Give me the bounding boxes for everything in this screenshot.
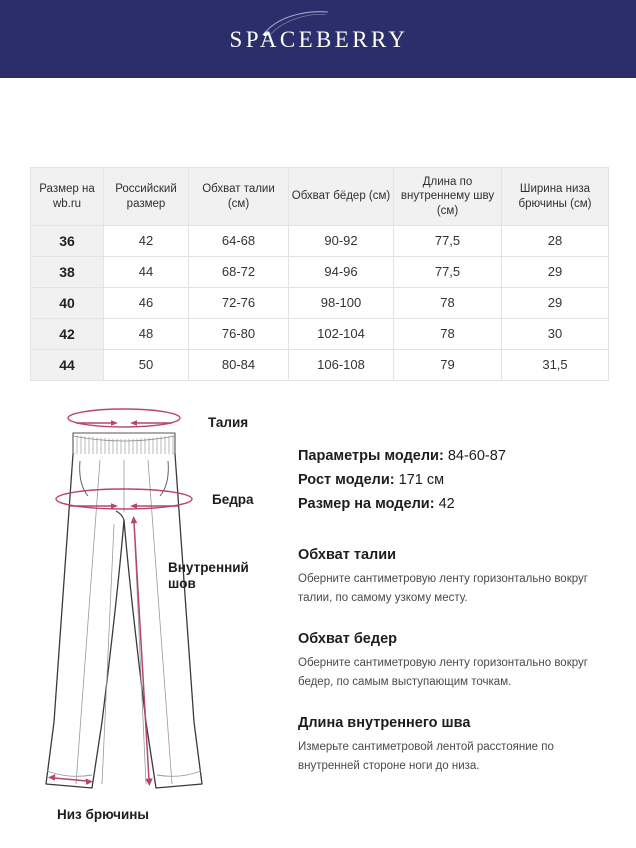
cell-ru-size: 46: [103, 287, 189, 319]
label-waist: Талия: [208, 415, 249, 430]
cell-ru-size: 48: [103, 318, 189, 350]
leg-opening-measure-icon: [48, 774, 93, 785]
instruction-hips: Обхват бедер Оберните сантиметровую лент…: [298, 630, 610, 692]
model-height-value: 171 см: [398, 472, 445, 488]
column-header-inseam: Длина по внутреннему шву (см): [393, 167, 502, 226]
cell-inseam: 77,5: [393, 225, 502, 257]
cell-ru-size: 50: [103, 349, 189, 381]
table-row: 38 44 68-72 94-96 77,5 29: [30, 256, 609, 288]
cell-wb-size: 44: [30, 349, 104, 381]
cell-leg-opening: 31,5: [501, 349, 609, 381]
cell-ru-size: 42: [103, 225, 189, 257]
instruction-body: Оберните сантиметровую ленту горизонталь…: [298, 657, 588, 688]
measurement-diagram: Талия Бедра Внутренний шов Низ брючины: [30, 392, 292, 832]
instruction-inseam: Длина внутреннего шва Измерьте сантиметр…: [298, 714, 610, 776]
cell-wb-size: 42: [30, 318, 104, 350]
model-size-label: Размер на модели:: [298, 496, 435, 512]
model-size-value: 42: [438, 496, 455, 512]
cell-inseam: 79: [393, 349, 502, 381]
brand-header: SPACEBERRY: [0, 0, 636, 78]
cell-leg-opening: 29: [501, 287, 609, 319]
instruction-body: Измерьте сантиметровой лентой расстояние…: [298, 741, 554, 772]
trousers-illustration: [45, 408, 203, 789]
label-leg-opening: Низ брючины: [57, 807, 149, 822]
cell-inseam: 78: [393, 287, 502, 319]
cell-inseam: 77,5: [393, 256, 502, 288]
measurement-instructions: Параметры модели: 84-60-87 Рост модели: …: [298, 444, 610, 776]
column-header-ru-size: Российский размер: [103, 167, 189, 226]
cell-waist: 80-84: [188, 349, 289, 381]
inseam-measure-icon: [130, 516, 153, 786]
model-parameters-label: Параметры модели:: [298, 448, 444, 464]
label-inseam: Внутренний шов: [168, 560, 249, 591]
table-header-row: Размер на wb.ru Российский размер Обхват…: [30, 167, 609, 226]
model-size-line: Размер на модели: 42: [298, 492, 610, 516]
cell-leg-opening: 30: [501, 318, 609, 350]
cell-waist: 68-72: [188, 256, 289, 288]
model-parameters-value: 84-60-87: [447, 448, 506, 464]
cell-wb-size: 40: [30, 287, 104, 319]
size-table: Размер на wb.ru Российский размер Обхват…: [30, 167, 609, 381]
column-header-wb-size: Размер на wb.ru: [30, 167, 104, 226]
cell-wb-size: 38: [30, 256, 104, 288]
instruction-waist: Обхват талии Оберните сантиметровую лент…: [298, 546, 610, 608]
cell-hips: 98-100: [288, 287, 394, 319]
table-row: 42 48 76-80 102-104 78 30: [30, 318, 609, 350]
label-hips: Бедра: [212, 492, 254, 507]
instruction-body: Оберните сантиметровую ленту горизонталь…: [298, 573, 588, 604]
column-header-waist: Обхват талии (см): [188, 167, 289, 226]
table-row: 44 50 80-84 106-108 79 31,5: [30, 349, 609, 381]
waist-measure-icon: [67, 408, 181, 428]
model-height-label: Рост модели:: [298, 472, 395, 488]
cell-wb-size: 36: [30, 225, 104, 257]
column-header-leg-opening: Ширина низа брючины (см): [501, 167, 609, 226]
cell-waist: 64-68: [188, 225, 289, 257]
cell-inseam: 78: [393, 318, 502, 350]
cell-waist: 76-80: [188, 318, 289, 350]
brand-name: SPACEBERRY: [229, 26, 409, 52]
instruction-title: Обхват бедер: [298, 631, 398, 647]
cell-leg-opening: 28: [501, 225, 609, 257]
cell-hips: 94-96: [288, 256, 394, 288]
cell-leg-opening: 29: [501, 256, 609, 288]
size-table-container: Размер на wb.ru Российский размер Обхват…: [30, 167, 609, 381]
logo: SPACEBERRY: [228, 11, 409, 59]
cell-ru-size: 44: [103, 256, 189, 288]
model-height-line: Рост модели: 171 см: [298, 468, 610, 492]
cell-waist: 72-76: [188, 287, 289, 319]
hips-measure-icon: [55, 488, 193, 510]
column-header-hips: Обхват бёдер (см): [288, 167, 394, 226]
instruction-title: Обхват талии: [298, 547, 397, 563]
instruction-title: Длина внутреннего шва: [298, 715, 471, 731]
cell-hips: 102-104: [288, 318, 394, 350]
model-parameters-line: Параметры модели: 84-60-87: [298, 444, 610, 468]
cell-hips: 106-108: [288, 349, 394, 381]
table-row: 40 46 72-76 98-100 78 29: [30, 287, 609, 319]
cell-hips: 90-92: [288, 225, 394, 257]
table-row: 36 42 64-68 90-92 77,5 28: [30, 225, 609, 257]
